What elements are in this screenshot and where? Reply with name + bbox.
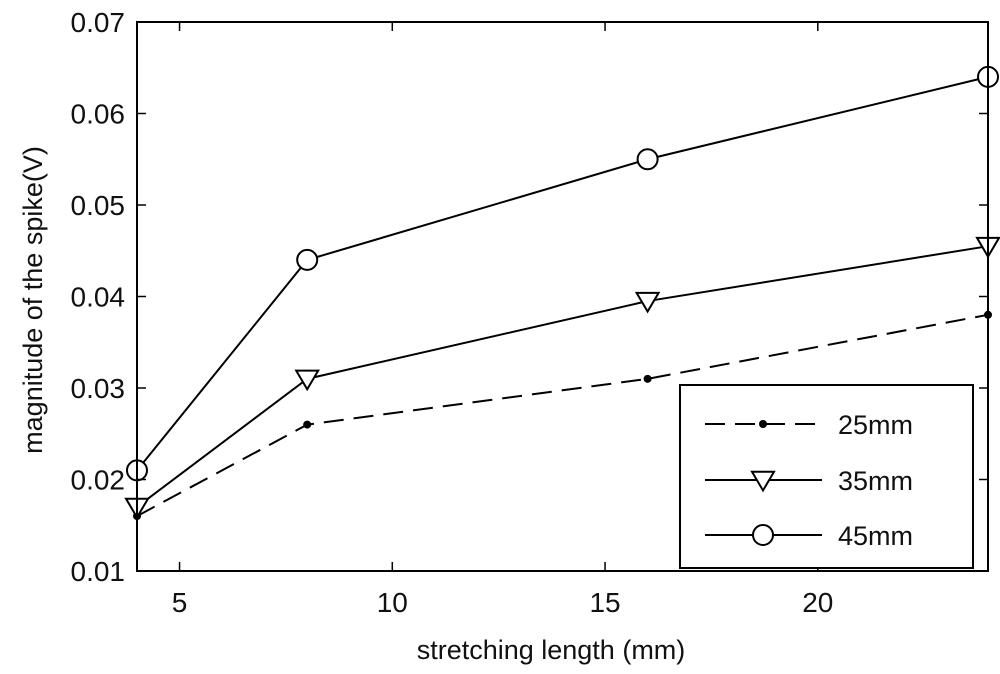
legend-box [679, 384, 974, 569]
x-axis-ticks: 5 10 15 20 [172, 22, 833, 618]
series-line-45mm [136, 75, 989, 471]
series-line-35mm [136, 245, 989, 508]
data-point-35mm-16 [634, 291, 661, 314]
legend-label: 25mm [838, 410, 913, 440]
legend-item-25mm: 25mm [705, 410, 913, 440]
legend: 25mm 35mm 45mm [679, 384, 974, 569]
y-tick-label: 0.03 [71, 373, 126, 404]
data-point-35mm-8 [294, 369, 320, 392]
data-point-25mm-8 [303, 420, 312, 429]
y-tick-label: 0.02 [71, 465, 126, 496]
x-tick-label: 20 [802, 587, 833, 618]
y-tick-label: 0.04 [71, 282, 126, 313]
legend-marker-25mm [759, 420, 767, 428]
legend-label: 45mm [838, 521, 913, 551]
series-line-25mm [136, 313, 989, 517]
x-axis-label: stretching length (mm) [417, 635, 686, 665]
y-tick-label: 0.05 [71, 190, 126, 221]
y-tick-label: 0.07 [71, 7, 126, 38]
legend-item-45mm: 45mm [705, 521, 913, 551]
series-35mm [124, 236, 1000, 520]
y-axis-label: magnitude of the spike(V) [18, 146, 48, 454]
legend-item-35mm: 35mm [705, 466, 913, 496]
y-tick-label: 0.06 [71, 99, 126, 130]
plot-area [124, 65, 1000, 521]
series-45mm [126, 65, 999, 482]
y-tick-label: 0.01 [71, 556, 126, 587]
data-point-25mm-16 [643, 374, 652, 383]
legend-marker-35mm [750, 470, 776, 493]
data-point-45mm-16 [636, 148, 659, 171]
legend-marker-45mm [752, 524, 774, 546]
legend-label: 35mm [838, 466, 913, 496]
x-tick-label: 5 [172, 587, 188, 618]
data-point-45mm-8 [296, 248, 319, 271]
x-tick-label: 10 [377, 587, 408, 618]
x-tick-label: 15 [589, 587, 620, 618]
y-axis-ticks: 0.01 0.02 0.03 0.04 0.05 0.06 0.07 [71, 7, 988, 587]
